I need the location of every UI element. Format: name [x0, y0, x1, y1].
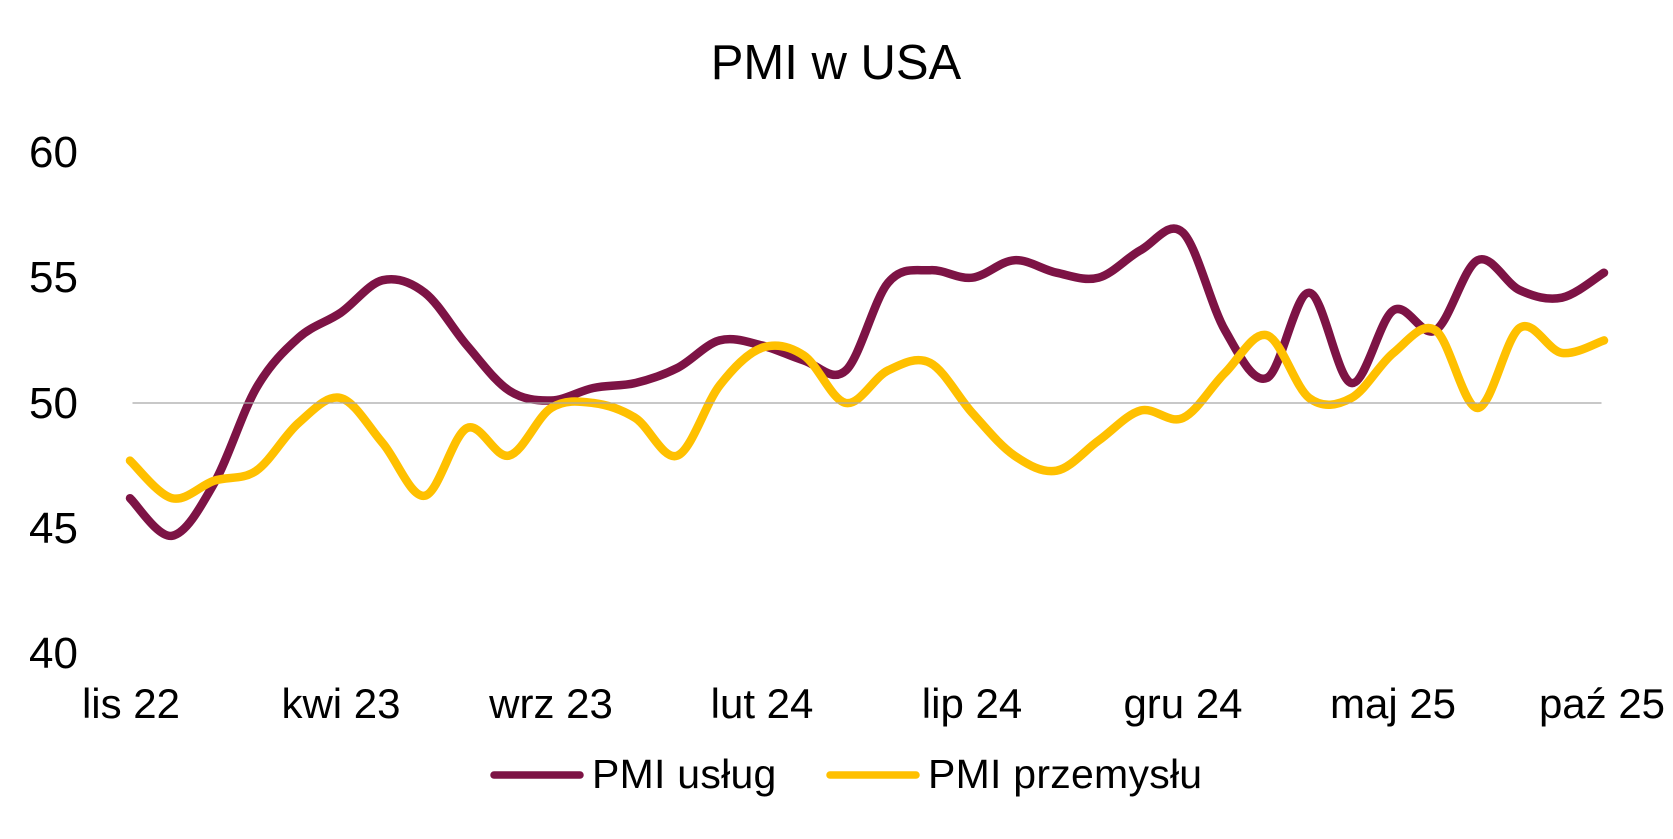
- svg-text:lip 24: lip 24: [922, 680, 1022, 727]
- svg-text:55: 55: [29, 253, 78, 302]
- svg-text:paź 25: paź 25: [1539, 680, 1665, 727]
- svg-text:PMI przemysłu: PMI przemysłu: [928, 751, 1202, 797]
- svg-text:60: 60: [29, 128, 78, 177]
- svg-text:gru 24: gru 24: [1123, 680, 1242, 727]
- svg-text:50: 50: [29, 379, 78, 428]
- svg-text:PMI w USA: PMI w USA: [711, 36, 962, 90]
- svg-text:kwi 23: kwi 23: [281, 680, 400, 727]
- svg-text:wrz 23: wrz 23: [488, 680, 613, 727]
- svg-text:maj 25: maj 25: [1330, 680, 1456, 727]
- svg-text:40: 40: [29, 629, 78, 678]
- svg-text:lis 22: lis 22: [82, 680, 180, 727]
- svg-text:lut 24: lut 24: [711, 680, 814, 727]
- svg-text:PMI usług: PMI usług: [592, 751, 777, 797]
- svg-text:45: 45: [29, 504, 78, 553]
